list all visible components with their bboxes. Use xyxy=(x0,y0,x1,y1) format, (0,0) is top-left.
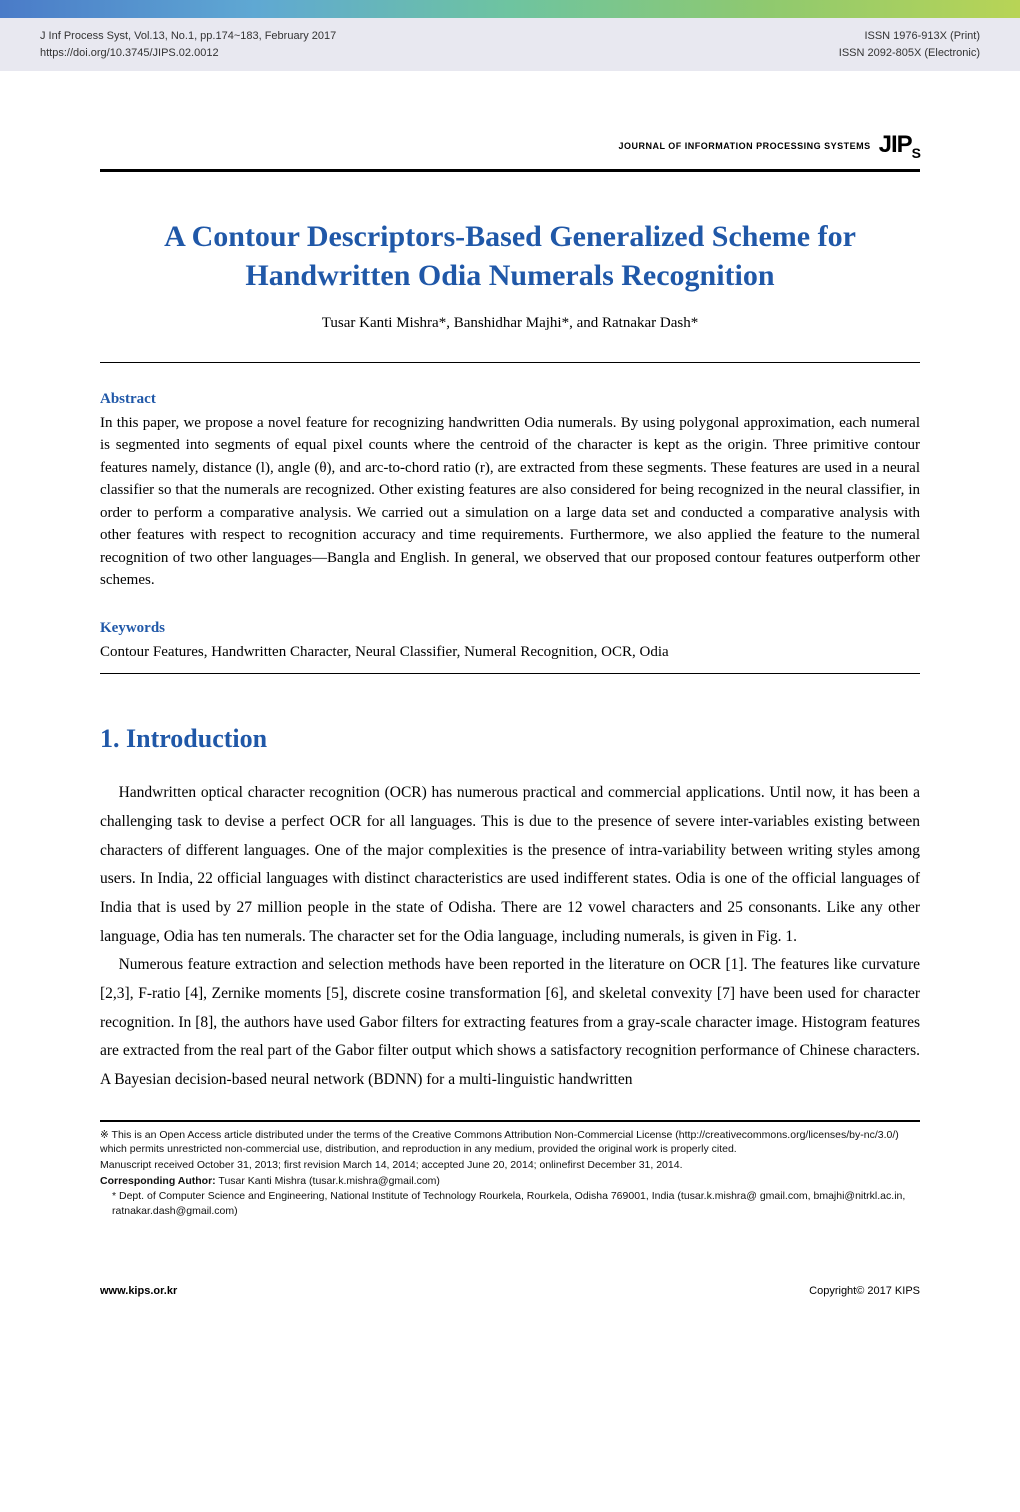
issn-print: ISSN 1976-913X (Print) xyxy=(839,28,980,45)
footer-copyright: Copyright© 2017 KIPS xyxy=(809,1285,920,1297)
abstract-label: Abstract xyxy=(100,391,920,408)
footer-url[interactable]: www.kips.or.kr xyxy=(100,1285,177,1297)
footnotes-block: ※ This is an Open Access article distrib… xyxy=(100,1128,920,1219)
corresponding-author: Corresponding Author: Tusar Kanti Mishra… xyxy=(100,1174,920,1189)
manuscript-dates: Manuscript received October 31, 2013; fi… xyxy=(100,1158,920,1173)
keywords-label: Keywords xyxy=(100,620,920,637)
header-left-block: J Inf Process Syst, Vol.13, No.1, pp.174… xyxy=(40,28,336,61)
header-info-bar: J Inf Process Syst, Vol.13, No.1, pp.174… xyxy=(0,18,1020,71)
authors-divider xyxy=(100,362,920,363)
doi-link[interactable]: https://doi.org/10.3745/JIPS.02.0012 xyxy=(40,45,336,62)
header-right-block: ISSN 1976-913X (Print) ISSN 2092-805X (E… xyxy=(839,28,980,61)
journal-reference: J Inf Process Syst, Vol.13, No.1, pp.174… xyxy=(40,28,336,45)
author-list: Tusar Kanti Mishra*, Banshidhar Majhi*, … xyxy=(100,315,920,332)
top-divider xyxy=(100,169,920,172)
body-paragraph-1: Handwritten optical character recognitio… xyxy=(100,779,920,951)
keywords-divider xyxy=(100,673,920,674)
journal-branding-line: JOURNAL OF INFORMATION PROCESSING SYSTEM… xyxy=(100,131,920,161)
page-content: JOURNAL OF INFORMATION PROCESSING SYSTEM… xyxy=(0,131,1020,1260)
paper-title: A Contour Descriptors-Based Generalized … xyxy=(100,217,920,295)
affiliation-note: * Dept. of Computer Science and Engineer… xyxy=(100,1189,920,1218)
page-footer: www.kips.or.kr Copyright© 2017 KIPS xyxy=(0,1260,1020,1327)
body-paragraph-2: Numerous feature extraction and selectio… xyxy=(100,951,920,1094)
abstract-text: In this paper, we propose a novel featur… xyxy=(100,412,920,592)
jips-logo-icon: JIPS xyxy=(879,131,920,161)
header-gradient-band xyxy=(0,0,1020,18)
footnote-divider xyxy=(100,1120,920,1122)
journal-name-text: JOURNAL OF INFORMATION PROCESSING SYSTEM… xyxy=(618,141,870,151)
introduction-heading: 1. Introduction xyxy=(100,724,920,754)
open-access-note: ※ This is an Open Access article distrib… xyxy=(100,1128,920,1157)
keywords-text: Contour Features, Handwritten Character,… xyxy=(100,641,920,664)
issn-electronic: ISSN 2092-805X (Electronic) xyxy=(839,45,980,62)
